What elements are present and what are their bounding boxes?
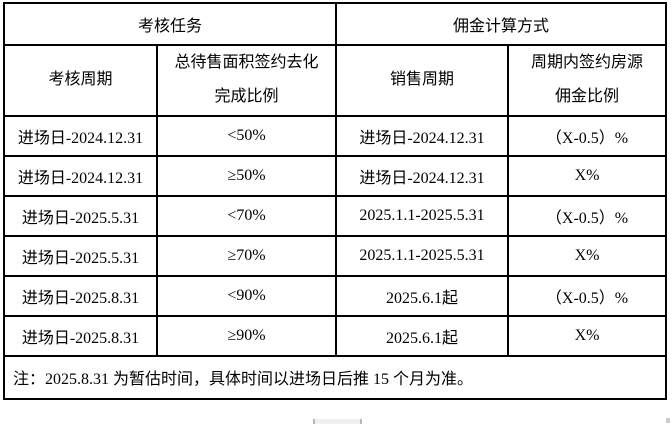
table-cell: ≥90% xyxy=(155,314,338,357)
table-cell: <90% xyxy=(155,274,338,317)
table-row: 进场日-2025.8.31 <90% 2025.6.1起 （X-0.5）% xyxy=(3,274,668,317)
group-header-commission-method: 佣金计算方式 xyxy=(335,2,668,46)
table-row: 进场日-2025.5.31 <70% 2025.1.1-2025.5.31 （X-0.… xyxy=(3,194,668,237)
col-header-assessment-period: 考核周期 xyxy=(3,44,158,117)
table-cell: （X-0.5）% xyxy=(507,194,668,237)
table-cell: （X-0.5）% xyxy=(507,274,668,317)
col-header-sales-period: 销售周期 xyxy=(335,44,510,117)
table-cell: <70% xyxy=(155,194,338,237)
footnote-text: 注：2025.8.31 为暂估时间，具体时间以进场日后推 15 个月为准。 xyxy=(2,354,668,400)
table-cell: X% xyxy=(507,234,668,277)
column-header-row: 考核周期 总待售面积签约去化 完成比例 销售周期 周期内签约房源 佣金比例 xyxy=(3,44,668,117)
table-cell: 2025.6.1起 xyxy=(335,314,510,357)
table-cell: 2025.1.1-2025.5.31 xyxy=(335,194,510,237)
table-cell: 2025.6.1起 xyxy=(335,274,510,317)
table-cell: 进场日-2024.12.31 xyxy=(3,114,158,157)
resize-handle[interactable] xyxy=(666,418,670,423)
table-cell: X% xyxy=(507,314,668,357)
table-body: 进场日-2024.12.31 <50% 进场日-2024.12.31 （X-0.5）%… xyxy=(3,114,668,357)
col-header-completion-ratio: 总待售面积签约去化 完成比例 xyxy=(155,44,338,117)
table-row: 进场日-2025.8.31 ≥90% 2025.6.1起 X% xyxy=(3,314,668,357)
table-cell: 2025.1.1-2025.5.31 xyxy=(335,234,510,277)
table-row: 进场日-2025.5.31 ≥70% 2025.1.1-2025.5.31 X% xyxy=(3,234,668,277)
table-cell: （X-0.5）% xyxy=(507,114,668,157)
table-cell: 进场日-2024.12.31 xyxy=(335,114,510,157)
col-header-commission-rate: 周期内签约房源 佣金比例 xyxy=(507,44,668,117)
commission-table: 考核任务 佣金计算方式 考核周期 总待售面积签约去化 完成比例 销售周期 周期内… xyxy=(2,2,668,400)
table-cell: 进场日-2025.5.31 xyxy=(3,194,158,237)
table-cell: <50% xyxy=(155,114,338,157)
group-header-row: 考核任务 佣金计算方式 xyxy=(2,2,668,46)
table-cell: ≥50% xyxy=(155,154,338,197)
table-cell: 进场日-2024.12.31 xyxy=(335,154,510,197)
table-cell: ≥70% xyxy=(155,234,338,277)
table-row: 进场日-2024.12.31 <50% 进场日-2024.12.31 （X-0.5）% xyxy=(3,114,668,157)
table-row: 进场日-2024.12.31 ≥50% 进场日-2024.12.31 X% xyxy=(3,154,668,197)
footnote-row: 注：2025.8.31 为暂估时间，具体时间以进场日后推 15 个月为准。 xyxy=(2,354,668,400)
group-header-assessment-task: 考核任务 xyxy=(2,2,338,46)
table-cell: 进场日-2025.8.31 xyxy=(3,274,158,317)
scrollbar-handle[interactable] xyxy=(313,419,362,424)
table-cell: X% xyxy=(507,154,668,197)
table-cell: 进场日-2025.5.31 xyxy=(3,234,158,277)
table-cell: 进场日-2025.8.31 xyxy=(3,314,158,357)
table-cell: 进场日-2024.12.31 xyxy=(3,154,158,197)
